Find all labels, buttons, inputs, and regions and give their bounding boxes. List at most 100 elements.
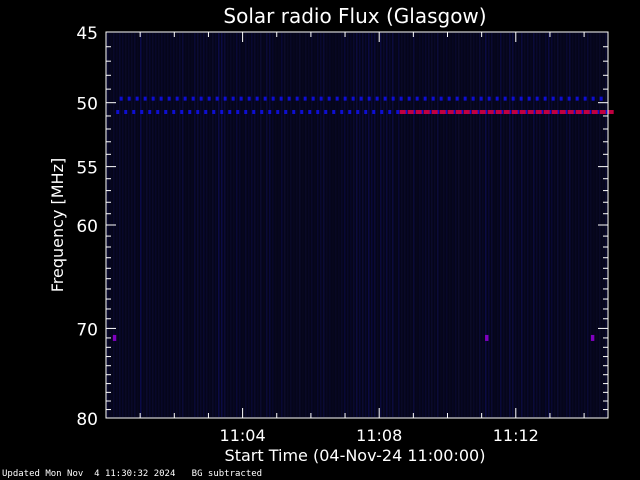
x-tick-label: 11:08 — [356, 426, 402, 445]
emission-segment — [487, 96, 491, 101]
emission-segment — [439, 110, 446, 115]
emission-segment — [183, 96, 187, 101]
noise-column — [284, 33, 286, 417]
emission-segment — [524, 110, 528, 115]
emission-segment — [167, 96, 171, 101]
emission-segment — [551, 96, 555, 101]
noise-column — [482, 33, 484, 417]
noise-column — [203, 33, 205, 417]
emission-segment — [388, 110, 392, 115]
noise-column — [416, 33, 418, 417]
noise-column — [296, 33, 298, 417]
noise-column — [137, 33, 139, 417]
noise-column — [548, 33, 550, 417]
emission-segment — [495, 110, 502, 115]
emission-segment — [479, 96, 483, 101]
noise-column — [431, 33, 433, 417]
noise-column — [521, 33, 523, 417]
noise-column — [365, 33, 367, 417]
emission-segment — [151, 96, 155, 101]
noise-column — [236, 33, 238, 417]
emission-segment — [460, 110, 464, 115]
emission-segment — [399, 96, 403, 101]
emission-segment — [471, 96, 475, 101]
noise-column — [542, 33, 544, 417]
updated-timestamp: Updated Mon Nov 4 11:30:32 2024 — [2, 469, 176, 479]
noise-column — [149, 33, 151, 417]
emission-segment — [447, 96, 451, 101]
noise-column — [278, 33, 280, 417]
emission-segment — [503, 110, 510, 115]
emission-segment — [596, 110, 600, 115]
noise-column — [494, 33, 496, 417]
emission-segment — [444, 110, 448, 115]
emission-segment — [415, 96, 419, 101]
emission-segment — [591, 110, 598, 115]
emission-segment — [548, 110, 552, 115]
noise-column — [266, 33, 268, 417]
emission-segment — [223, 96, 227, 101]
noise-column — [398, 33, 400, 417]
emission-segment — [431, 110, 438, 115]
emission-segment — [583, 96, 587, 101]
noise-column — [479, 33, 481, 417]
noise-column — [545, 33, 547, 417]
emission-segment — [423, 110, 430, 115]
noise-column — [260, 33, 262, 417]
noise-column — [419, 33, 421, 417]
emission-segment — [300, 110, 304, 115]
noise-column — [233, 33, 235, 417]
emission-segment — [159, 96, 163, 101]
emission-segment — [519, 96, 523, 101]
noise-column — [566, 33, 568, 417]
emission-segment — [356, 110, 360, 115]
emission-segment — [431, 96, 435, 101]
emission-segment — [572, 110, 576, 115]
noise-column — [335, 33, 337, 417]
emission-marker — [485, 334, 489, 341]
emission-segment — [199, 96, 203, 101]
emission-segment — [327, 96, 331, 101]
emission-segment — [396, 110, 400, 115]
emission-segment — [567, 96, 571, 101]
emission-segment — [324, 110, 328, 115]
x-tick-label: 11:12 — [493, 426, 539, 445]
noise-column — [251, 33, 253, 417]
noise-column — [125, 33, 127, 417]
noise-column — [173, 33, 175, 417]
noise-column — [287, 33, 289, 417]
emission-segment — [252, 110, 256, 115]
emission-segment — [148, 110, 152, 115]
noise-column — [170, 33, 172, 417]
spectrogram-columns — [107, 33, 607, 417]
noise-column — [263, 33, 265, 417]
noise-column — [506, 33, 508, 417]
emission-segment — [188, 110, 192, 115]
noise-column — [299, 33, 301, 417]
emission-segment — [359, 96, 363, 101]
emission-segment — [463, 96, 467, 101]
noise-column — [140, 33, 142, 417]
noise-column — [575, 33, 577, 417]
emission-segment — [143, 96, 147, 101]
emission-segment — [244, 110, 248, 115]
noise-column — [557, 33, 559, 417]
emission-segment — [311, 96, 315, 101]
noise-column — [434, 33, 436, 417]
y-axis: 45 50 55 60 70 80 — [76, 24, 608, 430]
emission-segment — [231, 96, 235, 101]
noise-column — [293, 33, 295, 417]
noise-column — [320, 33, 322, 417]
y-tick-label: 45 — [76, 24, 98, 44]
emission-segment — [567, 110, 574, 115]
noise-column — [428, 33, 430, 417]
noise-column — [338, 33, 340, 417]
noise-column — [554, 33, 556, 417]
emission-bands — [112, 96, 614, 341]
emission-segment — [519, 110, 526, 115]
noise-column — [257, 33, 259, 417]
y-tick-label: 60 — [76, 217, 98, 237]
noise-column — [116, 33, 118, 417]
emission-segment — [468, 110, 472, 115]
noise-column — [461, 33, 463, 417]
